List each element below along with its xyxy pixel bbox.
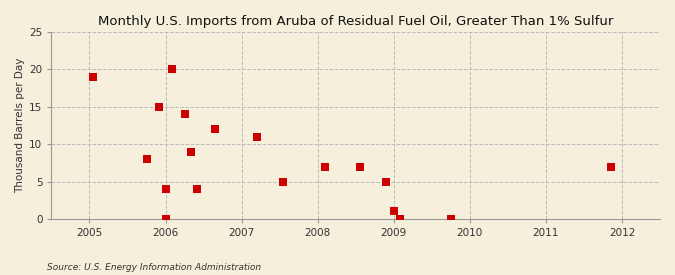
Point	[154, 104, 165, 109]
Point	[88, 75, 99, 79]
Point	[160, 217, 171, 221]
Point	[320, 164, 331, 169]
Point	[278, 179, 289, 184]
Point	[446, 217, 456, 221]
Point	[210, 127, 221, 131]
Text: Source: U.S. Energy Information Administration: Source: U.S. Energy Information Administ…	[47, 263, 261, 272]
Point	[166, 67, 177, 72]
Point	[394, 217, 405, 221]
Point	[251, 134, 262, 139]
Point	[381, 179, 392, 184]
Point	[179, 112, 190, 116]
Point	[354, 164, 365, 169]
Y-axis label: Thousand Barrels per Day: Thousand Barrels per Day	[15, 58, 25, 193]
Point	[185, 149, 196, 154]
Title: Monthly U.S. Imports from Aruba of Residual Fuel Oil, Greater Than 1% Sulfur: Monthly U.S. Imports from Aruba of Resid…	[98, 15, 614, 28]
Point	[605, 164, 616, 169]
Point	[388, 209, 399, 214]
Point	[141, 157, 152, 161]
Point	[160, 187, 171, 191]
Point	[192, 187, 203, 191]
